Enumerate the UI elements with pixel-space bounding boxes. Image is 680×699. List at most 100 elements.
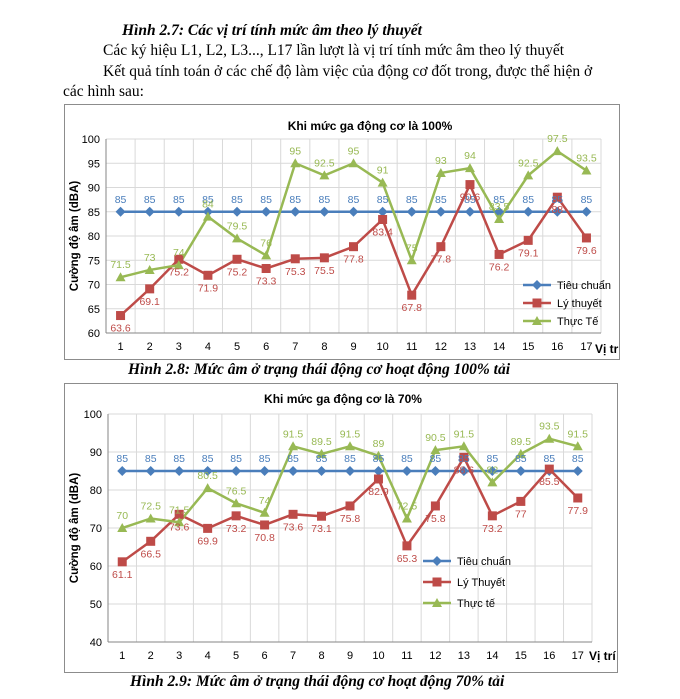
- x-tick-label: 16: [543, 650, 555, 662]
- data-point: [316, 466, 327, 476]
- data-point: [260, 520, 270, 530]
- legend-label-2: Thực Tế: [557, 316, 598, 328]
- data-point: [581, 165, 592, 175]
- data-point: [516, 496, 526, 506]
- x-tick-label: 2: [147, 341, 153, 353]
- data-label: 73.6: [169, 521, 190, 533]
- data-point: [515, 448, 526, 458]
- data-point: [144, 264, 155, 274]
- data-point: [494, 249, 504, 259]
- data-label: 85: [493, 194, 505, 206]
- x-tick-label: 10: [372, 650, 384, 662]
- data-label: 85: [487, 453, 499, 465]
- data-label: 73.6: [283, 521, 304, 533]
- data-point: [261, 250, 272, 260]
- data-point: [202, 211, 213, 221]
- data-label: 85: [173, 453, 185, 465]
- data-label: 85: [259, 453, 271, 465]
- data-label: 82.9: [368, 486, 389, 498]
- data-point: [515, 466, 526, 476]
- chart-title: Khi mức ga động cơ là 70%: [264, 392, 422, 406]
- data-point: [232, 206, 243, 217]
- data-point: [146, 536, 156, 546]
- x-tick-label: 8: [321, 341, 327, 353]
- data-label: 88: [551, 204, 563, 216]
- data-label: 85: [348, 194, 360, 206]
- data-label: 85: [515, 453, 527, 465]
- y-tick-label: 60: [88, 328, 100, 340]
- chart-2-frame: 40 50 60 70 80 90 100 1 2 3 4 5 6 7 8 9 10 11 12 13 14 15 16 17…: [64, 383, 618, 673]
- data-label: 75.8: [340, 513, 361, 525]
- data-point: [345, 466, 355, 476]
- data-point: [231, 466, 242, 476]
- x-tick-label: 14: [493, 341, 505, 353]
- data-point: [459, 452, 469, 462]
- data-point: [487, 477, 498, 487]
- data-point: [406, 255, 417, 265]
- data-label: 85: [115, 194, 127, 206]
- data-point: [552, 192, 562, 202]
- data-label: 85: [406, 194, 418, 206]
- y-tick-label: 100: [82, 134, 100, 146]
- data-point: [494, 214, 505, 224]
- data-point: [259, 466, 270, 476]
- data-label: 89.5: [311, 436, 332, 448]
- data-label: 93: [435, 155, 447, 167]
- data-label: 93.5: [539, 421, 560, 433]
- y-tick-label: 80: [88, 231, 100, 243]
- data-label: 85.5: [539, 476, 560, 488]
- y-tick-label: 40: [90, 637, 102, 649]
- x-tick-label: 2: [148, 650, 154, 662]
- data-label: 94: [464, 150, 476, 162]
- data-label: 89: [373, 438, 385, 450]
- y-tick-label: 90: [90, 447, 102, 459]
- data-point: [319, 206, 330, 217]
- data-point: [288, 441, 299, 451]
- data-label: 85: [464, 194, 476, 206]
- data-label: 63.6: [110, 323, 131, 335]
- chart-1-frame: 60 65 70 75 80 85 90 95 100 1 2 3 4 5 6 7 8 9 10 11 12 13 14 15…: [64, 104, 620, 360]
- data-point: [373, 474, 383, 484]
- x-tick-label: 4: [205, 341, 211, 353]
- data-label: 75: [406, 242, 418, 254]
- data-point: [407, 290, 417, 300]
- data-point: [144, 206, 155, 217]
- data-label: 70.8: [254, 532, 275, 544]
- data-point: [401, 513, 412, 523]
- legend-marker-2: [432, 598, 442, 607]
- data-point: [232, 233, 243, 243]
- data-point: [173, 206, 184, 217]
- x-tick-label: 3: [176, 341, 182, 353]
- data-point: [523, 170, 534, 180]
- data-label: 73.1: [311, 523, 332, 535]
- data-label: 75.5: [314, 265, 335, 277]
- x-tick-label: 17: [572, 650, 584, 662]
- data-point: [319, 170, 330, 180]
- x-tick-label: 4: [205, 650, 211, 662]
- data-point: [523, 206, 534, 217]
- x-tick-label: 13: [464, 341, 476, 353]
- legend-marker-0: [432, 556, 442, 566]
- y-tick-label: 95: [88, 158, 100, 170]
- x-axis-label: Vị trí đo: [595, 342, 619, 356]
- data-label: 77.8: [431, 254, 452, 266]
- data-label: 72.5: [397, 501, 418, 513]
- body-line-3: các hình sau:: [63, 83, 144, 100]
- y-tick-label: 70: [88, 280, 100, 292]
- data-label: 85: [202, 194, 214, 206]
- data-label: 90.5: [425, 432, 446, 444]
- data-point: [174, 254, 184, 264]
- data-point: [406, 206, 417, 217]
- data-point: [573, 493, 583, 503]
- data-point: [494, 206, 505, 217]
- data-point: [117, 466, 128, 476]
- data-point: [117, 557, 127, 567]
- data-point: [290, 158, 301, 168]
- data-point: [115, 272, 126, 282]
- data-label: 91: [377, 165, 389, 177]
- data-point: [290, 254, 300, 264]
- legend-marker-0: [532, 280, 542, 290]
- data-point: [231, 498, 242, 508]
